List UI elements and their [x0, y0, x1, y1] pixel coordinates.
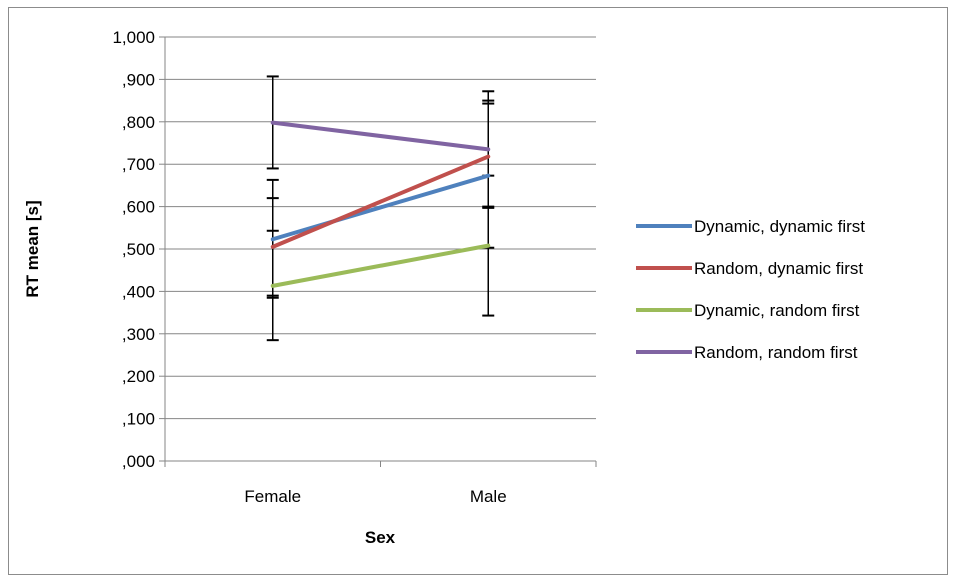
y-tick-label: ,800 [122, 113, 155, 132]
series-lines [270, 120, 491, 288]
series-line-4 [270, 120, 491, 152]
y-tick-label: ,900 [122, 70, 155, 89]
y-tick-labels: 1,000 ,900 ,800 ,700 ,600 ,500 ,400 ,300 ,200 ,10… [112, 28, 155, 471]
series-line-1 [270, 173, 491, 242]
y-tick-label: ,500 [122, 240, 155, 259]
legend-label: Dynamic, dynamic first [694, 217, 865, 236]
y-tick-label: ,300 [122, 325, 155, 344]
y-tick-label: ,400 [122, 282, 155, 301]
x-axis-title: Sex [365, 528, 396, 547]
gridlines [159, 36, 597, 467]
y-tick-label: 1,000 [112, 28, 155, 47]
y-tick-label: ,100 [122, 410, 155, 429]
legend: Dynamic, dynamic first Random, dynamic fi… [636, 217, 865, 362]
series-line-2 [270, 154, 491, 249]
x-tick-labels: Female Male [244, 487, 506, 506]
y-tick-label: ,700 [122, 155, 155, 174]
axes [164, 37, 596, 462]
x-tick-label: Female [244, 487, 301, 506]
y-axis-title: RT mean [s] [23, 200, 42, 297]
series-line-3 [270, 243, 491, 288]
legend-label: Random, dynamic first [694, 259, 863, 278]
legend-label: Dynamic, random first [694, 301, 860, 320]
x-tick-label: Male [470, 487, 507, 506]
y-tick-label: ,000 [122, 452, 155, 471]
y-tick-label: ,200 [122, 367, 155, 386]
legend-label: Random, random first [694, 343, 858, 362]
y-tick-label: ,600 [122, 198, 155, 217]
